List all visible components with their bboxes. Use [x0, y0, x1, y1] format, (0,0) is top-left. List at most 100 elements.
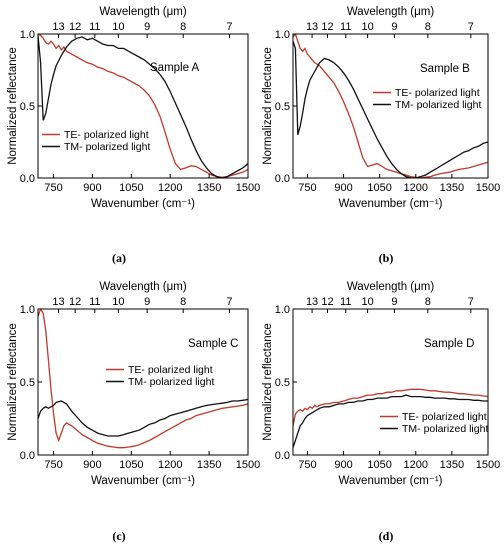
series-line-te	[38, 34, 248, 178]
y-tick-label: 1.0	[20, 29, 35, 41]
sample-label: Sample D	[424, 338, 475, 350]
x-tick-label: 750	[298, 182, 316, 194]
panel-caption: (d)	[379, 529, 394, 543]
series-line-te	[38, 309, 248, 449]
x-tick-label: 900	[83, 459, 101, 471]
x2-tick-label: 9	[391, 296, 397, 308]
x2-tick-label: 12	[321, 21, 333, 33]
x2-tick-label: 10	[362, 21, 374, 33]
y-tick-label: 0.5	[20, 377, 35, 389]
x2-tick-label: 13	[52, 21, 64, 33]
legend-entry: TE- polarized light	[402, 411, 487, 423]
y-tick-label: 1.0	[275, 29, 290, 41]
y-tick-label: 0.0	[275, 173, 290, 185]
chart-panel-4: 750 900 1050 1200 1350 1500 0.0 0.5 1.0 13 12 11 10 9…	[262, 281, 500, 543]
x-tick-label: 1200	[158, 459, 182, 471]
sample-label: Sample A	[150, 62, 200, 74]
legend-entry: TE- polarized light	[395, 87, 480, 99]
legend-entry: TM- polarized light	[64, 141, 150, 153]
y-tick-label: 0.0	[20, 450, 35, 462]
x-tick-label: 1050	[119, 182, 143, 194]
x2-tick-label: 10	[362, 296, 374, 308]
legend-entry: TM- polarized light	[395, 99, 481, 111]
x-tick-label: 1350	[197, 182, 221, 194]
x-axis-title: Wavenumber (cm⁻¹)	[338, 475, 442, 487]
x-tick-label: 1350	[440, 459, 464, 471]
x2-tick-label: 13	[306, 21, 318, 33]
x2-tick-label: 13	[52, 296, 64, 308]
x-tick-label: 1200	[404, 459, 428, 471]
x2-tick-label: 11	[340, 296, 351, 308]
y-tick-label: 0.0	[275, 450, 290, 462]
x2-tick-label: 8	[180, 21, 186, 33]
series-line-te	[293, 34, 488, 178]
x2-tick-label: 7	[226, 21, 232, 33]
x-tick-label: 900	[334, 459, 352, 471]
x2-tick-label: 9	[391, 21, 397, 33]
x-tick-label: 1050	[367, 182, 391, 194]
x2-tick-label: 10	[112, 21, 124, 33]
x2-tick-label: 11	[89, 296, 100, 308]
series-line-te	[293, 388, 488, 426]
x2-tick-label: 8	[180, 296, 186, 308]
y-tick-label: 0.5	[275, 377, 290, 389]
panel-caption: (c)	[112, 529, 125, 543]
x2-tick-label: 12	[321, 296, 333, 308]
y-tick-label: 1.0	[20, 304, 35, 316]
legend-entry: TM- polarized light	[128, 376, 214, 388]
top-axis-title: Wavelength (μm)	[347, 6, 435, 18]
x-axis-title: Wavenumber (cm⁻¹)	[338, 198, 442, 210]
x2-tick-label: 7	[468, 296, 474, 308]
chart-panel-3: 750 900 1050 1200 1350 1500 0.0 0.5 1.0 13 12 11 10 9…	[7, 281, 260, 543]
sample-label: Sample C	[188, 338, 239, 350]
x-tick-label: 1200	[404, 182, 428, 194]
series-line-tm	[293, 394, 488, 448]
y-tick-label: 1.0	[275, 304, 290, 316]
series-line-tm	[38, 398, 248, 437]
series-line-tm	[293, 40, 488, 178]
x-tick-label: 1500	[236, 182, 260, 194]
x-tick-label: 900	[334, 182, 352, 194]
x2-tick-label: 7	[468, 21, 474, 33]
series-line-tm	[38, 35, 248, 178]
x2-tick-label: 9	[144, 21, 150, 33]
top-axis-title: Wavelength (μm)	[99, 6, 187, 18]
y-axis-title: Normalized reflectance	[262, 47, 274, 165]
panel-caption: (a)	[112, 251, 126, 265]
x-tick-label: 1350	[197, 459, 221, 471]
x2-tick-label: 11	[89, 21, 100, 33]
top-axis-title: Wavelength (μm)	[347, 281, 435, 293]
y-axis-title: Normalized reflectance	[7, 47, 19, 165]
x-tick-label: 1500	[476, 182, 500, 194]
legend-entry: TE- polarized light	[128, 364, 213, 376]
chart-panel-2: 750 900 1050 1200 1350 1500 0.0 0.5 1.0 13 12 11 10 9…	[262, 6, 500, 265]
x-axis-title: Wavenumber (cm⁻¹)	[91, 198, 195, 210]
x2-tick-label: 11	[340, 21, 351, 33]
y-tick-label: 0.0	[20, 173, 35, 185]
x-axis-title: Wavenumber (cm⁻¹)	[91, 475, 195, 487]
legend-entry: TM- polarized light	[402, 423, 488, 435]
x2-tick-label: 10	[112, 296, 124, 308]
chart-panel-1: 750 900 1050 1200 1350 1500 0.0 0.5 1.0 13 12 11 10 9…	[7, 6, 260, 265]
x2-tick-label: 7	[226, 296, 232, 308]
y-tick-label: 0.5	[20, 101, 35, 113]
y-axis-title: Normalized reflectance	[262, 323, 274, 441]
panel-caption: (b)	[379, 251, 394, 265]
sample-label: Sample B	[420, 63, 470, 75]
x2-tick-label: 13	[306, 296, 318, 308]
x-tick-label: 1050	[367, 459, 391, 471]
x2-tick-label: 12	[69, 21, 81, 33]
x-tick-label: 1200	[158, 182, 182, 194]
top-axis-title: Wavelength (μm)	[99, 281, 187, 293]
x-tick-label: 900	[83, 182, 101, 194]
x2-tick-label: 8	[425, 21, 431, 33]
x-tick-label: 1500	[236, 459, 260, 471]
x-tick-label: 1500	[476, 459, 500, 471]
legend-entry: TE- polarized light	[64, 129, 149, 141]
x-tick-label: 1050	[119, 459, 143, 471]
x-tick-label: 750	[44, 182, 62, 194]
x2-tick-label: 8	[425, 296, 431, 308]
x2-tick-label: 12	[69, 296, 81, 308]
x-tick-label: 750	[44, 459, 62, 471]
